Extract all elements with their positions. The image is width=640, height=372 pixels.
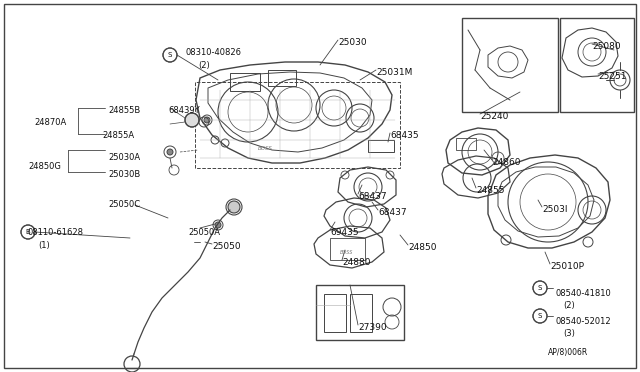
Circle shape bbox=[533, 309, 547, 323]
Text: S: S bbox=[168, 52, 172, 58]
Text: S: S bbox=[538, 313, 542, 319]
Text: 2503I: 2503I bbox=[542, 205, 568, 214]
Circle shape bbox=[163, 48, 177, 62]
Bar bbox=[316, 285, 404, 340]
Text: 25251: 25251 bbox=[598, 72, 627, 81]
Bar bbox=[268, 70, 296, 86]
Text: 25030B: 25030B bbox=[108, 170, 140, 179]
Text: 68435: 68435 bbox=[390, 131, 419, 140]
Text: AP/8)006R: AP/8)006R bbox=[548, 348, 588, 357]
Text: 69435: 69435 bbox=[330, 228, 358, 237]
Text: 08540-41810: 08540-41810 bbox=[556, 289, 612, 298]
Text: 25240: 25240 bbox=[480, 112, 508, 121]
Bar bbox=[368, 140, 394, 152]
Text: 24855: 24855 bbox=[476, 186, 504, 195]
Text: 25050C: 25050C bbox=[108, 200, 140, 209]
Bar bbox=[350, 294, 372, 332]
Text: 68437: 68437 bbox=[358, 192, 387, 201]
Text: 25050A: 25050A bbox=[188, 228, 220, 237]
Text: 25030: 25030 bbox=[338, 38, 367, 47]
Bar bbox=[330, 238, 365, 260]
Bar bbox=[456, 138, 476, 150]
Circle shape bbox=[21, 225, 35, 239]
Text: 24850G: 24850G bbox=[28, 162, 61, 171]
Text: 27390: 27390 bbox=[358, 323, 387, 332]
Text: 08110-61628: 08110-61628 bbox=[28, 228, 84, 237]
Bar bbox=[324, 294, 346, 332]
Text: 24850: 24850 bbox=[408, 243, 436, 252]
Text: 25010P: 25010P bbox=[550, 262, 584, 271]
Text: 08310-40826: 08310-40826 bbox=[185, 48, 241, 57]
Text: 08540-52012: 08540-52012 bbox=[556, 317, 612, 326]
Circle shape bbox=[215, 222, 221, 228]
Text: (3): (3) bbox=[563, 329, 575, 338]
Text: S: S bbox=[538, 285, 542, 291]
Text: 24870A: 24870A bbox=[34, 118, 67, 127]
Text: 68439Y: 68439Y bbox=[168, 106, 200, 115]
Text: 25050: 25050 bbox=[212, 242, 241, 251]
Circle shape bbox=[533, 281, 547, 295]
Text: (2): (2) bbox=[198, 61, 210, 70]
Bar bbox=[560, 18, 634, 112]
Text: BOSS: BOSS bbox=[257, 145, 273, 151]
Text: (1): (1) bbox=[38, 241, 50, 250]
Bar bbox=[462, 18, 558, 112]
Text: 25031M: 25031M bbox=[376, 68, 412, 77]
Text: 24855A: 24855A bbox=[102, 131, 134, 140]
Circle shape bbox=[228, 201, 240, 213]
Text: 25030A: 25030A bbox=[108, 153, 140, 162]
Circle shape bbox=[167, 149, 173, 155]
Text: 24880: 24880 bbox=[342, 258, 371, 267]
Text: BOSS: BOSS bbox=[340, 250, 354, 254]
Text: (2): (2) bbox=[563, 301, 575, 310]
Bar bbox=[230, 73, 260, 91]
Text: 24855B: 24855B bbox=[108, 106, 140, 115]
Circle shape bbox=[204, 117, 210, 123]
Text: 24860: 24860 bbox=[492, 158, 520, 167]
Text: 25080: 25080 bbox=[592, 42, 621, 51]
Circle shape bbox=[185, 113, 199, 127]
Text: B: B bbox=[26, 229, 30, 235]
Text: 68437: 68437 bbox=[378, 208, 406, 217]
